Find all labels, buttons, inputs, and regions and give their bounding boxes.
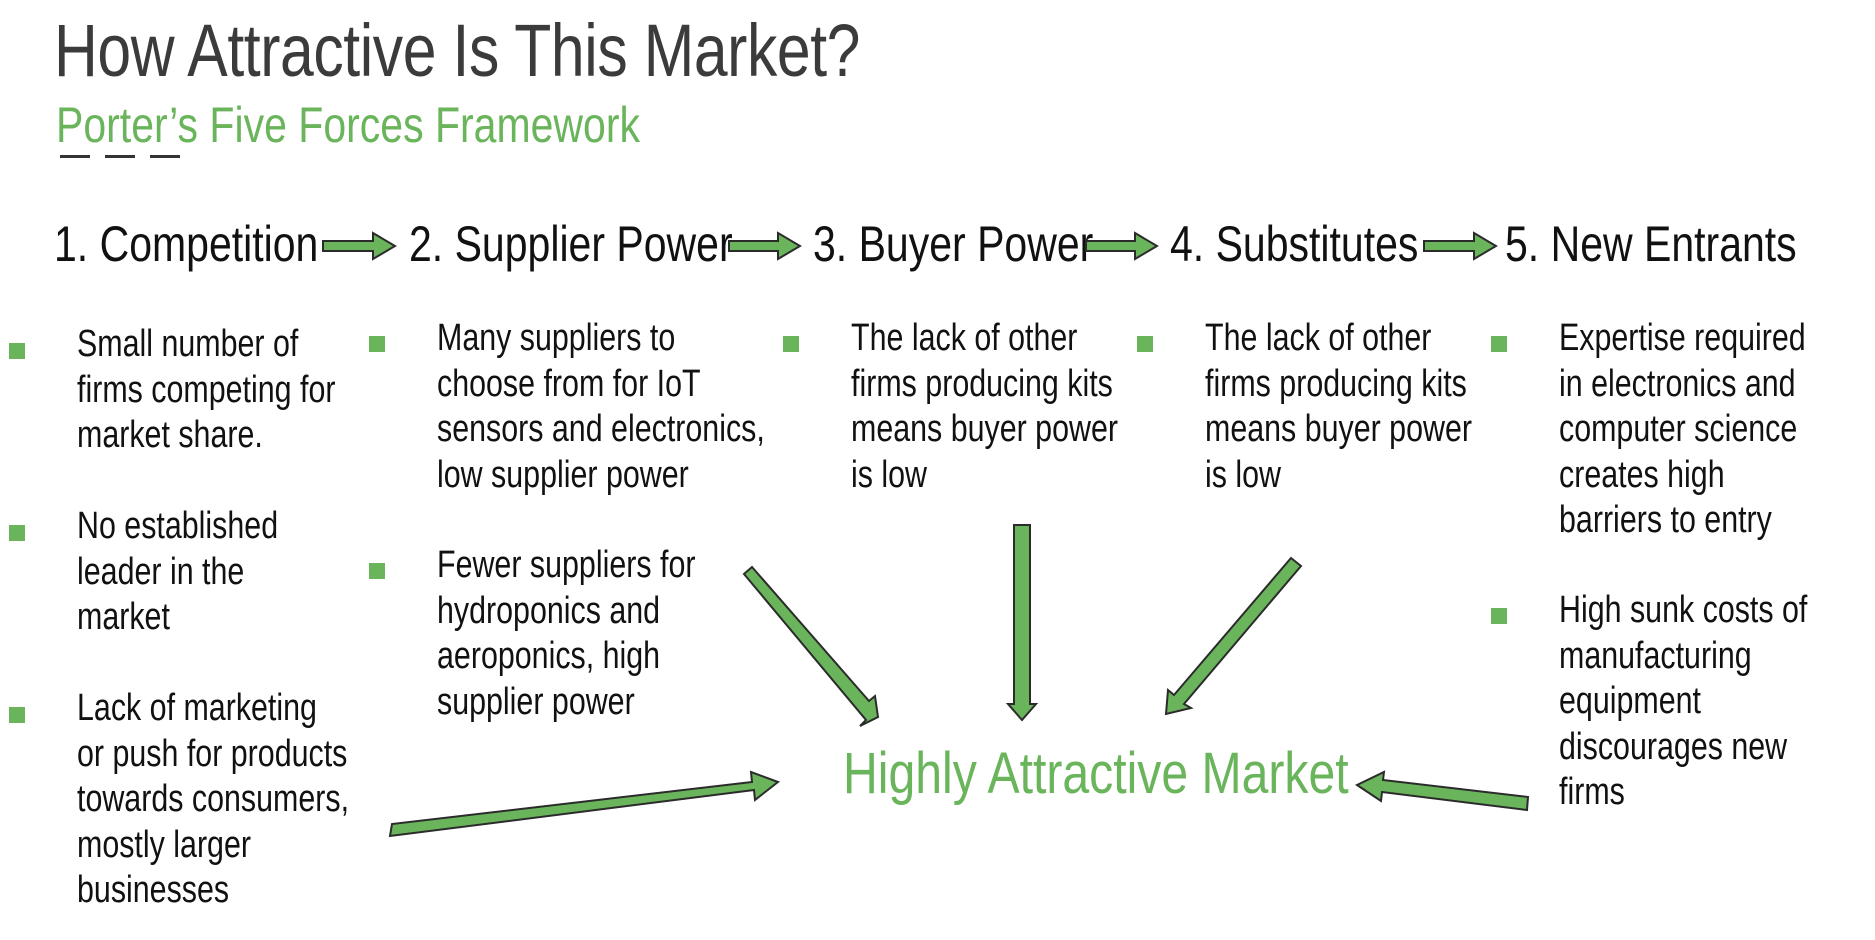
divider-dash bbox=[150, 155, 180, 158]
competition-point-1: Small number of firms competing for mark… bbox=[77, 323, 336, 456]
bullet-marker bbox=[9, 707, 25, 723]
arrow-buyer-to-substitutes bbox=[1085, 231, 1159, 261]
arrow-substitutes-to-market bbox=[1164, 556, 1303, 716]
divider-dash bbox=[105, 155, 135, 158]
bullet-marker bbox=[1491, 336, 1507, 352]
new-entrants-point-2: High sunk costs of manufacturing equipme… bbox=[1559, 589, 1808, 813]
new-entrants-point-1: Expertise required in electronics and co… bbox=[1559, 317, 1806, 541]
force-heading-supplier-power: 2. Supplier Power bbox=[409, 216, 733, 272]
slide-subtitle: Porter’s Five Forces Framework bbox=[56, 97, 640, 153]
bullet-marker bbox=[1491, 608, 1507, 624]
substitutes-point-1: The lack of other firms producing kits m… bbox=[1205, 317, 1472, 496]
arrow-buyer-to-market bbox=[1005, 524, 1039, 722]
force-heading-new-entrants: 5. New Entrants bbox=[1505, 216, 1797, 272]
slide-title: How Attractive Is This Market? bbox=[54, 9, 861, 92]
arrow-competition-to-supplier bbox=[322, 231, 397, 261]
bullet-marker bbox=[369, 563, 385, 579]
arrow-new-entrants-to-market bbox=[1354, 770, 1530, 812]
arrow-substitutes-to-new-entrants bbox=[1423, 231, 1498, 261]
bullet-marker bbox=[9, 343, 25, 359]
bullet-marker bbox=[1137, 336, 1153, 352]
buyer-power-point-1: The lack of other firms producing kits m… bbox=[851, 317, 1118, 496]
supplier-power-point-2: Fewer suppliers for hydroponics and aero… bbox=[437, 544, 696, 723]
force-heading-competition: 1. Competition bbox=[54, 216, 319, 272]
supplier-power-point-1: Many suppliers to choose from for IoT se… bbox=[437, 317, 765, 496]
arrow-competition-to-market bbox=[388, 770, 781, 838]
arrow-supplier-to-buyer bbox=[728, 231, 802, 261]
divider-dash bbox=[60, 155, 90, 158]
bullet-marker bbox=[9, 525, 25, 541]
force-heading-buyer-power: 3. Buyer Power bbox=[813, 216, 1094, 272]
conclusion-label: Highly Attractive Market bbox=[843, 741, 1349, 806]
bullet-marker bbox=[369, 336, 385, 352]
competition-point-3: Lack of marketing or push for products t… bbox=[77, 687, 350, 911]
bullet-marker bbox=[783, 336, 799, 352]
force-heading-substitutes: 4. Substitutes bbox=[1170, 216, 1419, 272]
arrow-supplier-to-market bbox=[742, 565, 880, 727]
competition-point-2: No established leader in the market bbox=[77, 505, 279, 638]
